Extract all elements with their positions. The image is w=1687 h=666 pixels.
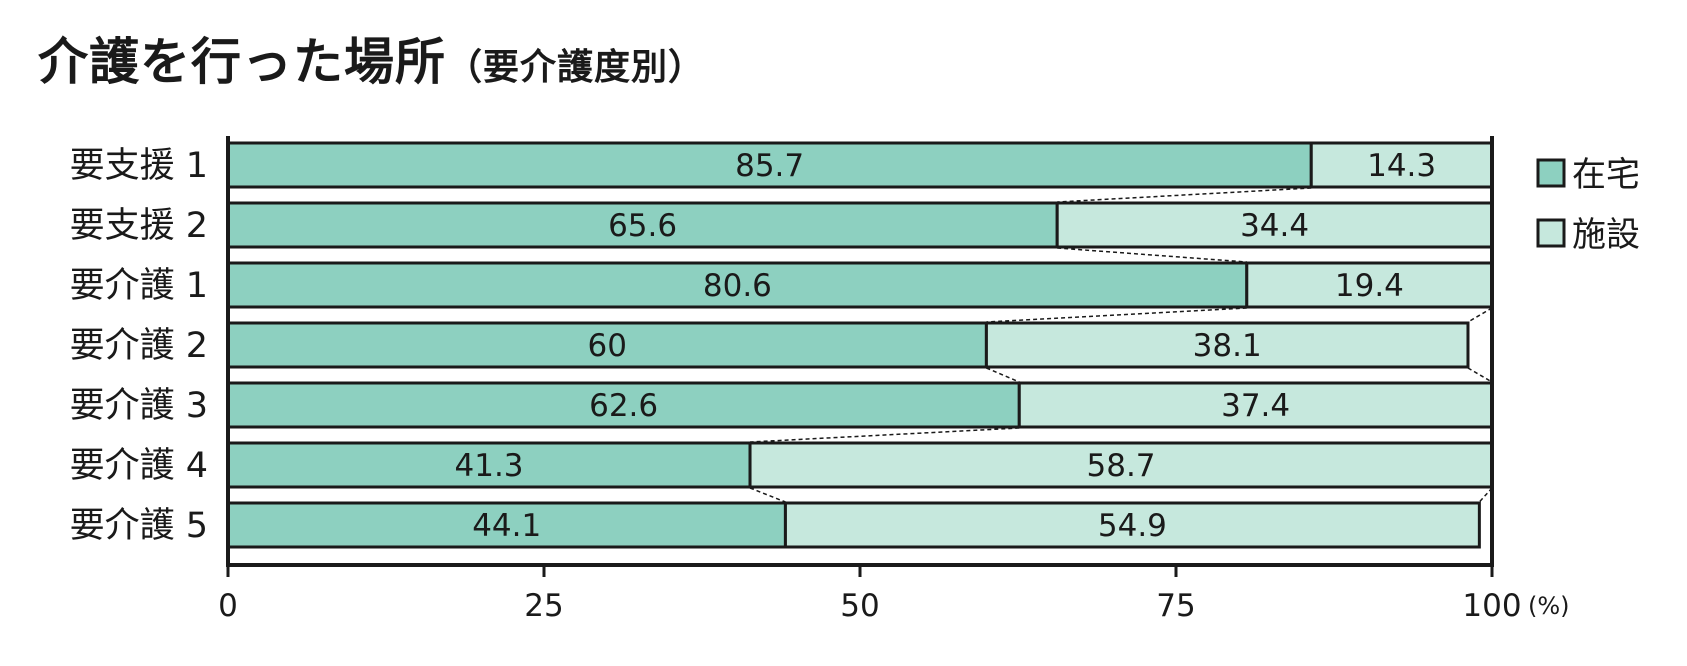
connector-line-3-1 (986, 307, 1247, 323)
bar-facility-7 (783, 501, 1481, 549)
connector-lines (749, 187, 1493, 503)
category-label-2: 要支援 2 (70, 206, 208, 246)
bar-facility-5 (1017, 381, 1494, 429)
connector-line-5-1 (749, 427, 1020, 443)
data-label-home-5: 62.6 (589, 388, 658, 424)
data-label-facility-4: 38.1 (1193, 328, 1262, 364)
connector-line-2-1 (1057, 247, 1247, 263)
bar-facility-6 (748, 441, 1494, 489)
bar-facility-1 (1309, 141, 1494, 189)
data-label-facility-6: 58.7 (1087, 448, 1156, 484)
category-label-4: 要介護 2 (70, 326, 208, 366)
x-tick-label-50: 50 (840, 588, 879, 624)
x-tick-label-75: 75 (1156, 588, 1195, 624)
x-tick-label-0: 0 (218, 588, 238, 624)
data-label-home-6: 41.3 (455, 448, 524, 484)
bar-facility-4 (984, 321, 1470, 369)
data-label-facility-7: 54.9 (1098, 508, 1167, 544)
x-axis-unit: (%) (1528, 592, 1570, 620)
legend-swatch-facility (1536, 218, 1566, 248)
connector-line-6-1 (749, 487, 786, 503)
bar-facility-2 (1055, 201, 1494, 249)
connector-line-3-2 (1467, 307, 1493, 323)
connector-line-4-2 (1467, 367, 1493, 383)
axes-group: 0 25 50 75 100 (%) (218, 136, 1570, 624)
data-label-home-4: 60 (587, 328, 626, 364)
category-label-3: 要介護 1 (70, 266, 208, 306)
data-label-facility-5: 37.4 (1221, 388, 1290, 424)
data-label-home-2: 65.6 (608, 208, 677, 244)
bar-home-7 (226, 501, 787, 549)
bar-home-2 (226, 201, 1059, 249)
category-label-6: 要介護 4 (70, 446, 208, 486)
data-label-home-1: 85.7 (735, 148, 804, 184)
connector-line-1-1 (1057, 187, 1312, 203)
data-label-facility-1: 14.3 (1367, 148, 1436, 184)
category-label-1: 要支援 1 (70, 146, 208, 186)
data-label-home-7: 44.1 (472, 508, 541, 544)
bar-facility-3 (1245, 261, 1494, 309)
x-tick-label-25: 25 (524, 588, 563, 624)
bar-home-1 (226, 141, 1313, 189)
data-label-home-3: 80.6 (703, 268, 772, 304)
chart-subtitle: （要介護度別） (446, 47, 706, 88)
connector-line-6-2 (1478, 487, 1493, 503)
legend-swatch-home (1536, 158, 1566, 188)
legend-label-facility: 施設 (1572, 215, 1640, 255)
category-label-5: 要介護 3 (70, 386, 208, 426)
connector-line-4-1 (986, 367, 1020, 383)
data-label-facility-2: 34.4 (1240, 208, 1309, 244)
legend-label-home: 在宅 (1572, 155, 1640, 195)
chart-title-main: 介護を行った場所 (38, 33, 446, 91)
data-label-facility-3: 19.4 (1335, 268, 1404, 304)
bars-group: 85.7 14.3 65.6 34.4 80.6 19.4 60 38.1 62.6 37.4 41… (226, 141, 1494, 549)
category-label-7: 要介護 5 (70, 506, 208, 546)
chart-title: 介護を行った場所（要介護度別） (38, 22, 705, 94)
category-labels: 要支援 1 要支援 2 要介護 1 要介護 2 要介護 3 要介護 4 要介護 5 (70, 146, 208, 546)
x-tick-label-100: 100 (1462, 588, 1521, 624)
